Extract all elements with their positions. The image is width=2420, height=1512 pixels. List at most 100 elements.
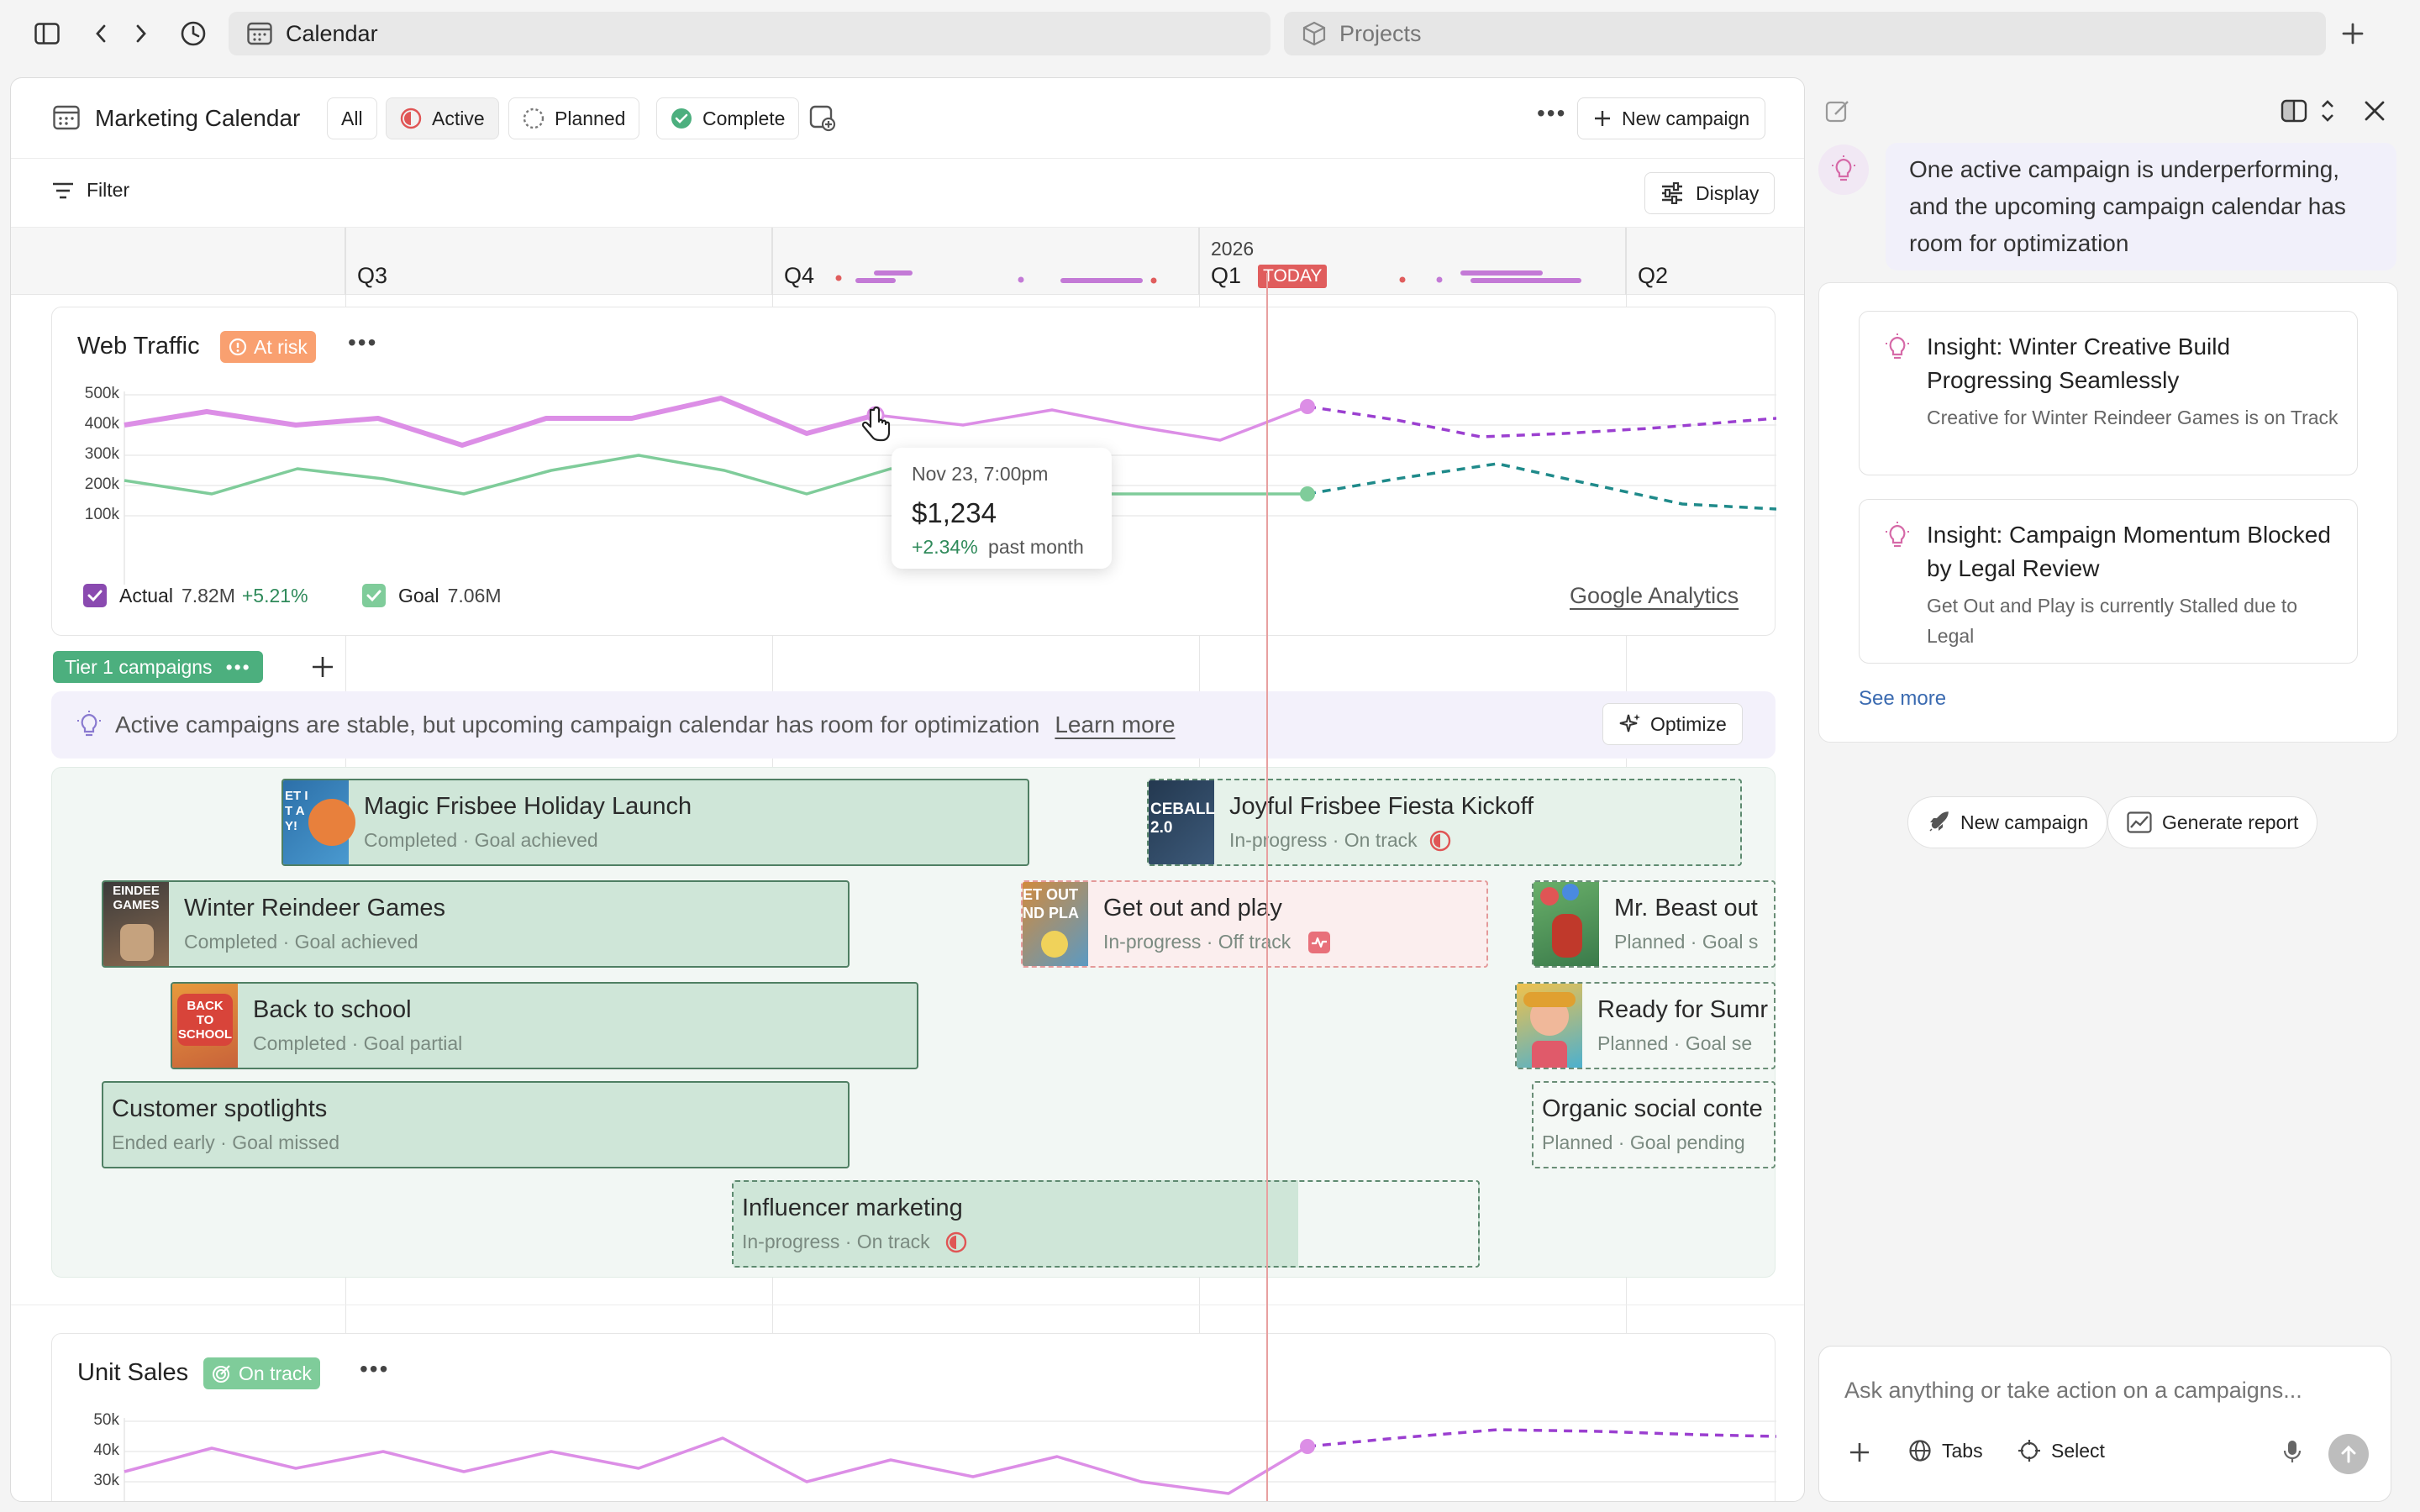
campaign-bar[interactable]: EINDEE GAMES Winter Reindeer Games Compl…: [102, 880, 850, 968]
card-more-icon[interactable]: •••: [348, 329, 378, 355]
filter-label: Filter: [87, 179, 130, 201]
insight-card[interactable]: Insight: Winter Creative Build Progressi…: [1859, 311, 2358, 475]
see-more-link[interactable]: See more: [1859, 687, 1947, 710]
campaign-name: Influencer marketing: [742, 1194, 963, 1221]
cube-icon: [1302, 21, 1326, 46]
new-campaign-button[interactable]: New campaign: [1577, 97, 1766, 139]
legend-actual-value: 7.82M: [181, 584, 235, 606]
close-icon[interactable]: [2363, 99, 2386, 123]
tab-projects[interactable]: Projects: [1284, 12, 2326, 55]
insight-title: Insight: Winter Creative Build Progressi…: [1927, 333, 2231, 393]
new-campaign-label: New campaign: [1622, 107, 1750, 129]
lightbulb-icon: [1885, 333, 1910, 362]
microphone-icon[interactable]: [2283, 1439, 2302, 1464]
tooltip-time: Nov 23, 7:00pm: [912, 463, 1049, 485]
timeline-header: Q3 Q4 2026 Q1 TODAY Q2: [11, 228, 1804, 295]
legend-goal[interactable]: Goal 7.06M: [361, 583, 502, 608]
tabs-tool-button[interactable]: Tabs: [1908, 1439, 1983, 1462]
insight-title: Insight: Campaign Momentum Blocked by Le…: [1927, 522, 2331, 581]
timeline-minimap: [345, 228, 1627, 295]
new-campaign-action-label: New campaign: [1960, 811, 2089, 833]
campaign-bar[interactable]: ET OUT ND PLA Get out and play In-progre…: [1021, 880, 1488, 968]
forward-arrow-icon[interactable]: [124, 17, 158, 50]
generate-report-button[interactable]: Generate report: [2107, 796, 2318, 848]
badge-label: At risk: [254, 335, 308, 358]
goal-forecast-line: [1307, 462, 1776, 511]
sparkle-icon: [1618, 712, 1642, 736]
lightbulb-icon: [1885, 522, 1910, 550]
rocket-icon: [1927, 811, 1950, 834]
expand-chevrons-icon[interactable]: [2319, 97, 2336, 124]
campaign-name: Mr. Beast out: [1614, 895, 1758, 921]
lightbulb-icon: [76, 711, 102, 739]
new-tab-plus-icon[interactable]: [2336, 17, 2370, 50]
campaign-bar[interactable]: CEBALL 2.0 Joyful Frisbee Fiesta Kickoff…: [1147, 779, 1742, 866]
arrow-up-icon: [2339, 1444, 2358, 1464]
tier-1-tag[interactable]: Tier 1 campaigns •••: [53, 651, 263, 683]
campaign-bar[interactable]: Customer spotlights Ended early · Goal m…: [102, 1081, 850, 1168]
tab-calendar[interactable]: Calendar: [229, 12, 1270, 55]
filter-bar: Filter Display: [11, 159, 1804, 228]
select-tool-button[interactable]: Select: [2018, 1439, 2105, 1462]
campaign-status: Completed · Goal partial: [253, 1032, 463, 1054]
filter-chip-planned[interactable]: Planned: [508, 97, 640, 139]
thumb-text: ET OUT ND PLA: [1023, 886, 1079, 921]
campaign-bar[interactable]: Influencer marketing In-progress · On tr…: [732, 1180, 1480, 1268]
learn-more-link[interactable]: Learn more: [1055, 711, 1176, 738]
assistant-input[interactable]: [1844, 1372, 2365, 1409]
add-view-icon[interactable]: [809, 105, 836, 132]
history-clock-icon[interactable]: [176, 17, 210, 50]
thumb-text: ET IT AY!: [285, 789, 308, 833]
optimize-button[interactable]: Optimize: [1602, 703, 1743, 745]
target-icon: [212, 1363, 232, 1383]
active-status-icon: [945, 1231, 967, 1253]
planned-status-icon: [523, 108, 544, 129]
campaign-thumbnail: [1517, 984, 1582, 1068]
campaign-bar[interactable]: Ready for Sumr Planned · Goal se: [1515, 982, 1776, 1069]
legend-actual[interactable]: Actual 7.82M +5.21%: [82, 583, 308, 608]
new-campaign-action-button[interactable]: New campaign: [1907, 796, 2108, 848]
filter-button[interactable]: Filter: [51, 179, 129, 202]
campaign-name: Magic Frisbee Holiday Launch: [364, 793, 692, 820]
campaign-bar[interactable]: ET IT AY! Magic Frisbee Holiday Launch C…: [281, 779, 1029, 866]
campaign-thumbnail: BACK TO SCHOOL: [172, 984, 238, 1068]
insight-card[interactable]: Insight: Campaign Momentum Blocked by Le…: [1859, 499, 2358, 664]
y-tick: 50k: [93, 1411, 119, 1429]
campaign-bar[interactable]: Organic social conte Planned · Goal pend…: [1532, 1081, 1776, 1168]
display-button[interactable]: Display: [1644, 172, 1776, 214]
main-panel: Marketing Calendar All Active Planned Co…: [10, 77, 1805, 1502]
send-button[interactable]: [2328, 1434, 2369, 1474]
pulse-alert-icon: [1307, 931, 1331, 954]
assistant-message: One active campaign is underperforming, …: [1886, 143, 2396, 270]
compose-edit-icon[interactable]: [1825, 99, 1850, 124]
legend-goal-value: 7.06M: [447, 584, 502, 606]
back-arrow-icon[interactable]: [84, 17, 118, 50]
card-more-icon[interactable]: •••: [360, 1356, 390, 1382]
campaign-bar[interactable]: BACK TO SCHOOL Back to school Completed …: [171, 982, 918, 1069]
tooltip-value: $1,234: [912, 497, 997, 528]
filter-chip-all[interactable]: All: [327, 97, 377, 139]
active-status-icon: [1429, 830, 1451, 852]
more-options-icon[interactable]: •••: [1537, 100, 1567, 126]
status-badge: At risk: [220, 331, 316, 363]
filter-chip-active[interactable]: Active: [386, 97, 499, 139]
tooltip-delta: +2.34%: [912, 536, 978, 558]
insight-text: Active campaigns are stable, but upcomin…: [115, 711, 1040, 738]
sidebar-toggle-icon[interactable]: [30, 17, 64, 50]
assistant-input-box: Tabs Select: [1818, 1346, 2391, 1502]
google-analytics-link[interactable]: Google Analytics: [1570, 583, 1739, 608]
unit-sales-actual-line: [124, 1436, 1308, 1495]
campaign-bar[interactable]: Mr. Beast out Planned · Goal s: [1532, 880, 1776, 968]
campaign-thumbnail: CEBALL 2.0: [1149, 780, 1215, 864]
y-tick: 30k: [93, 1472, 119, 1489]
attach-plus-icon[interactable]: [1848, 1441, 1871, 1464]
y-tick: 400k: [84, 415, 119, 433]
tooltip-delta-label: past month: [988, 536, 1084, 558]
campaign-name: Joyful Frisbee Fiesta Kickoff: [1229, 793, 1534, 820]
campaign-name: Ready for Sumr: [1597, 996, 1769, 1023]
split-view-icon[interactable]: [2281, 99, 2307, 123]
filter-chip-complete[interactable]: Complete: [656, 97, 800, 139]
campaign-name: Get out and play: [1103, 894, 1282, 921]
chip-label: Active: [432, 107, 485, 129]
add-tier-plus-icon[interactable]: [310, 654, 335, 680]
